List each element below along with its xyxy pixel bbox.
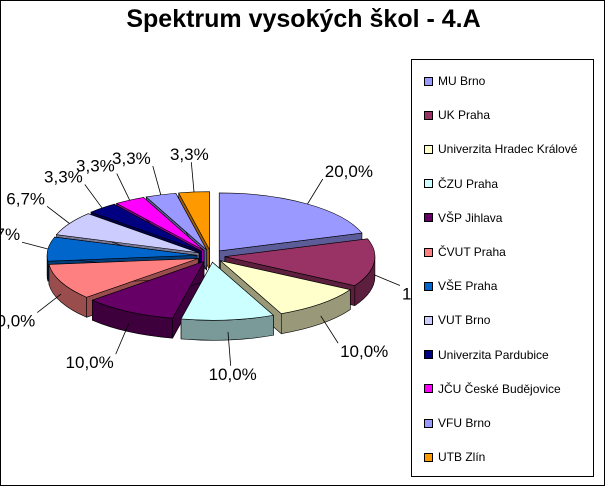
- legend-label: Univerzita Pardubice: [438, 347, 549, 362]
- legend-item: MU Brno: [424, 74, 485, 88]
- leader-line-10: [116, 173, 131, 201]
- data-label-10: 3,3%: [76, 157, 115, 176]
- legend-item: VFU Brno: [424, 416, 491, 430]
- legend-swatch: [424, 179, 433, 189]
- legend-item: ČZU Praha: [424, 177, 498, 191]
- legend-item: VŠE Praha: [424, 279, 497, 293]
- legend-item: JČU České Budějovice: [424, 382, 561, 396]
- legend-item: Univerzita Hradec Králové: [424, 142, 577, 156]
- leader-line-12: [190, 162, 195, 193]
- data-label-7: 6,7%: [1, 225, 20, 244]
- legend-swatch: [424, 350, 433, 360]
- legend-item: Univerzita Pardubice: [424, 348, 549, 362]
- data-label-6: 10,0%: [1, 312, 35, 331]
- legend-label: VŠE Praha: [438, 279, 498, 294]
- legend-label: Univerzita Hradec Králové: [438, 142, 578, 157]
- chart-title: Spektrum vysokých škol - 4.A: [126, 5, 481, 33]
- chart-legend: MU Brno UK Praha Univerzita Hradec Králové…: [411, 59, 594, 477]
- legend-label: ČZU Praha: [438, 176, 499, 191]
- pie-slice-5: [91, 260, 205, 339]
- legend-swatch: [424, 76, 433, 86]
- data-label-8: 6,7%: [6, 189, 45, 208]
- data-label-9: 3,3%: [44, 167, 83, 186]
- legend-label: VFU Brno: [438, 416, 491, 430]
- data-label-3: 10,0%: [340, 342, 388, 361]
- legend-label: UTB Zlín: [438, 450, 486, 465]
- data-label-12: 3,3%: [170, 145, 209, 164]
- legend-label: ČVUT Praha: [438, 245, 506, 259]
- leader-line-1: [307, 178, 324, 205]
- data-label-4: 10,0%: [209, 365, 257, 384]
- leader-line-2: [373, 274, 401, 286]
- legend-swatch: [424, 281, 433, 291]
- legend-swatch: [424, 452, 433, 462]
- legend-item: UTB Zlín: [424, 450, 485, 464]
- leader-line-3: [320, 315, 339, 344]
- leader-line-5: [115, 323, 130, 355]
- legend-swatch: [424, 144, 433, 154]
- legend-label: MU Brno: [438, 74, 486, 88]
- data-label-1: 20,0%: [325, 162, 373, 181]
- data-label-11: 3,3%: [112, 149, 151, 168]
- pie-slice-4: [180, 261, 275, 341]
- legend-item: UK Praha: [424, 108, 490, 122]
- legend-label: VUT Brno: [438, 313, 491, 328]
- legend-label: VŠP Jihlava: [438, 210, 503, 225]
- leader-line-7: [22, 241, 49, 250]
- legend-swatch: [424, 315, 433, 325]
- legend-swatch: [424, 110, 433, 120]
- legend-label: JČU České Budějovice: [438, 381, 561, 396]
- data-label-5: 10,0%: [66, 353, 114, 372]
- leader-line-11: [152, 165, 162, 195]
- legend-swatch: [424, 418, 433, 428]
- legend-swatch: [424, 213, 433, 223]
- leader-line-9: [84, 184, 103, 209]
- legend-item: VUT Brno: [424, 313, 490, 327]
- legend-label: UK Praha: [438, 108, 491, 123]
- legend-item: VŠP Jihlava: [424, 211, 502, 225]
- leader-line-4: [227, 331, 232, 366]
- leader-line-8: [46, 206, 70, 224]
- legend-swatch: [424, 247, 433, 257]
- leader-line-6: [37, 293, 62, 313]
- legend-swatch: [424, 384, 433, 394]
- legend-item: ČVUT Praha: [424, 245, 506, 259]
